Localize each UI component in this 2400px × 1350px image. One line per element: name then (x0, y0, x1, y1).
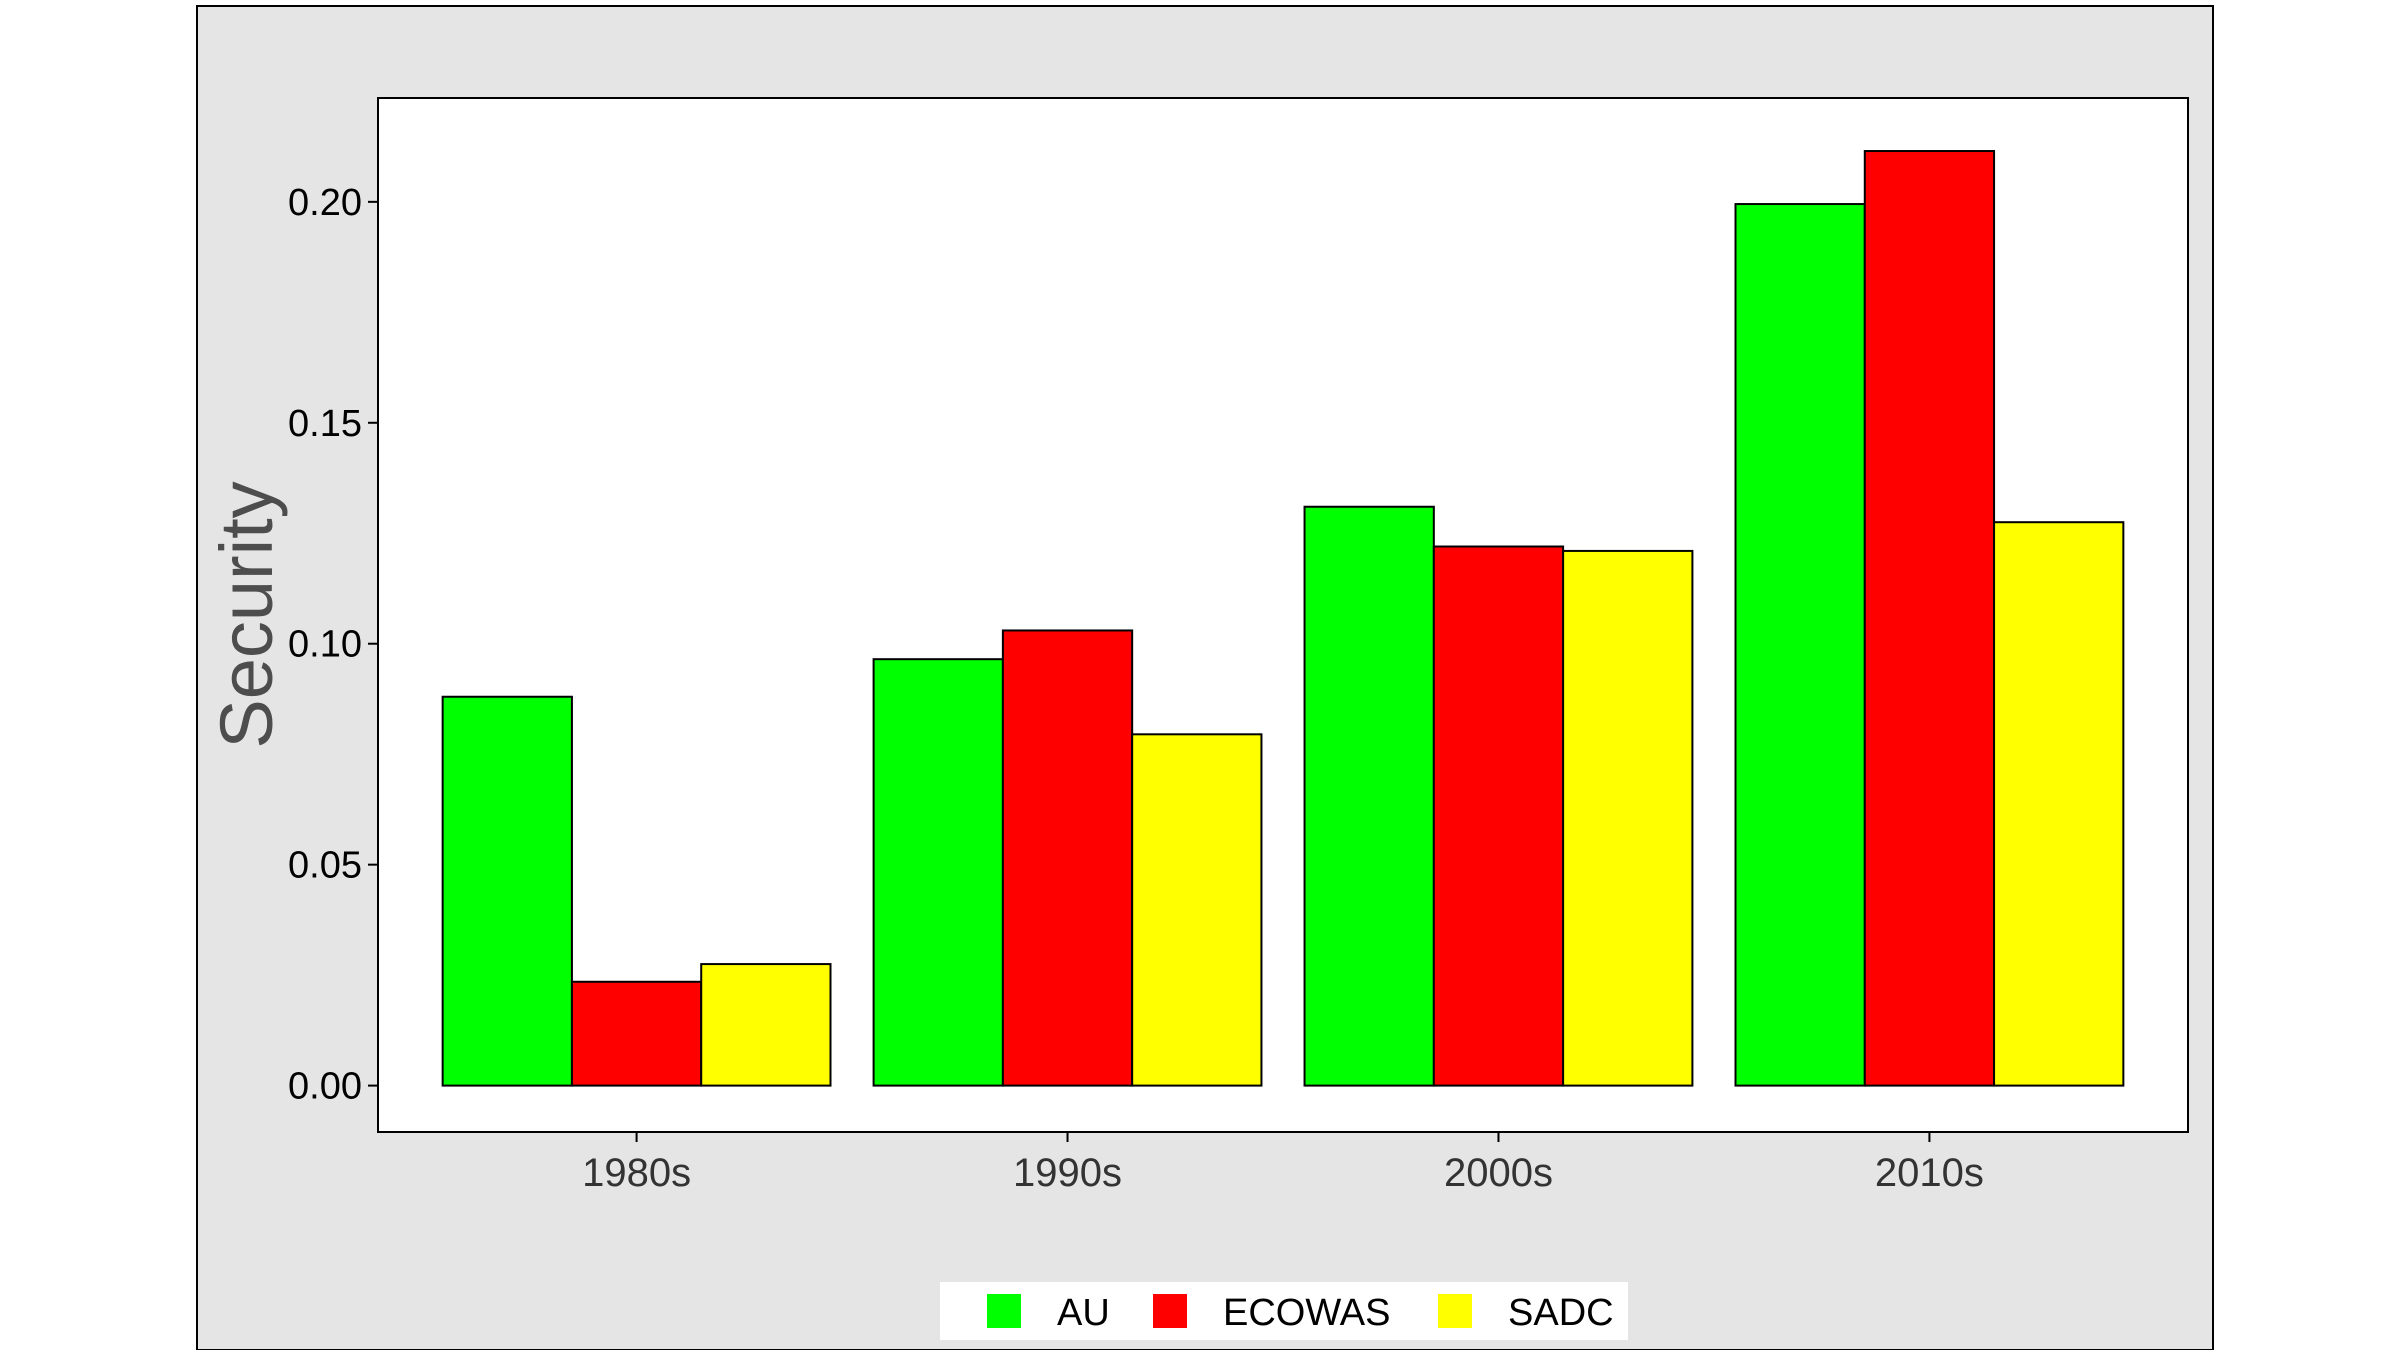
bar-sadc-1980s (700, 963, 832, 1087)
legend-key-sadc (1438, 1294, 1472, 1328)
bar-au-2010s (1734, 203, 1866, 1087)
bar-ecowas-1990s (1001, 629, 1134, 1087)
y-tick-label: 0.05 (288, 845, 362, 887)
legend-label-ecowas: ECOWAS (1223, 1292, 1391, 1334)
legend-background (940, 1282, 1628, 1340)
legend: AU ECOWAS SADC (940, 1282, 1628, 1340)
bars-group (441, 150, 2125, 1087)
bar-sadc-2000s (1562, 549, 1694, 1087)
legend-key-au (987, 1294, 1021, 1328)
bar-ecowas-1980s (570, 980, 703, 1087)
y-tick-label: 0.15 (288, 403, 362, 445)
legend-label-au: AU (1057, 1292, 1110, 1334)
x-tick-label: 2000s (1444, 1151, 1553, 1195)
bar-sadc-1990s (1131, 733, 1263, 1087)
y-tick-label: 0.10 (288, 624, 362, 666)
bar-au-1990s (872, 658, 1004, 1087)
bar-au-2000s (1303, 505, 1435, 1087)
legend-key-ecowas (1153, 1294, 1187, 1328)
x-tick-label: 1990s (1013, 1151, 1122, 1195)
x-tick-label: 1980s (582, 1151, 691, 1195)
bar-sadc-2010s (1993, 521, 2125, 1087)
y-axis-label: Security (205, 481, 288, 748)
y-tick-label: 0.00 (288, 1066, 362, 1108)
y-axis: 0.00 0.05 0.10 0.15 0.20 (288, 182, 378, 1108)
x-tick-label: 2010s (1875, 1151, 1984, 1195)
y-tick-label: 0.20 (288, 182, 362, 224)
bar-au-1980s (441, 695, 573, 1087)
legend-label-sadc: SADC (1508, 1292, 1614, 1334)
bar-ecowas-2010s (1863, 150, 1996, 1087)
bar-ecowas-2000s (1432, 545, 1565, 1087)
x-axis: 1980s 1990s 2000s 2010s (582, 1132, 1984, 1195)
